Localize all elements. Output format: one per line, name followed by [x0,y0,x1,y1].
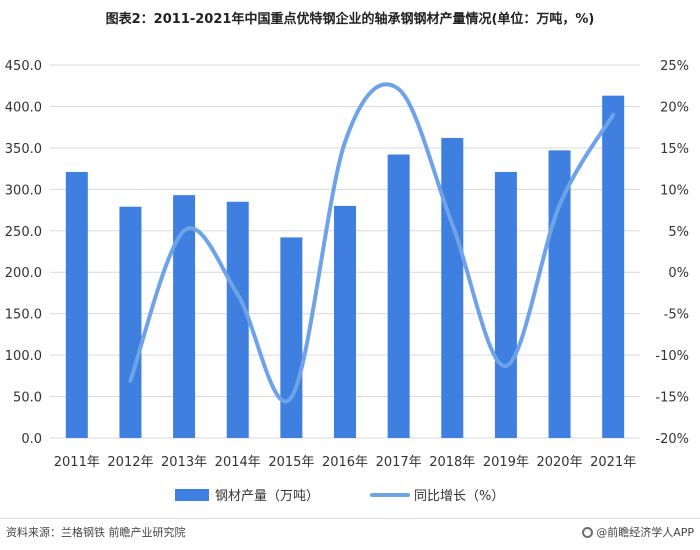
x-tick-label: 2018年 [429,455,475,470]
legend-line-label: 同比增长（%） [414,489,504,504]
growth-line [128,82,616,404]
x-tick-label: 2016年 [322,455,368,470]
right-tick-label: 20% [660,100,689,115]
bar-line-chart: 0.0 50.0 100.0 150.0 200.0 250.0 300.0 350.0 400… [5,59,689,504]
left-tick-label: 450.0 [5,59,42,74]
left-axis-ticks: 0.0 50.0 100.0 150.0 200.0 250.0 300.0 350.0 400… [5,59,42,447]
x-axis-ticks: 2011年 2012年 2013年 2014年 2015年 2016年 2017年 2018年… [54,455,636,470]
bar [602,95,625,439]
right-tick-label: -15% [655,391,689,406]
x-tick-label: 2017年 [376,455,422,470]
bar [334,205,356,438]
legend-bar-swatch [175,489,209,501]
bar-series [65,95,625,439]
right-tick-label: 15% [660,142,689,157]
bar [65,171,88,438]
x-tick-label: 2015年 [268,455,314,470]
right-tick-label: 0% [668,266,689,281]
left-tick-label: 50.0 [13,391,42,406]
right-tick-label: 25% [660,59,689,74]
right-axis-ticks: -20% -15% -10% -5% 0% 5% 10% 15% 20% 25% [655,59,689,447]
legend-bar-label: 钢材产量（万吨） [215,489,319,504]
legend: 钢材产量（万吨） 同比增长（%） [175,489,504,504]
x-tick-label: 2011年 [54,455,100,470]
bar [387,154,410,438]
left-tick-label: 400.0 [5,100,42,115]
bar [280,237,303,438]
left-tick-label: 350.0 [5,142,42,157]
left-tick-label: 100.0 [5,349,42,364]
bar [494,171,517,438]
bar [173,195,196,438]
left-tick-label: 150.0 [5,308,42,323]
right-tick-label: 5% [668,225,689,240]
chart-title: 图表2：2011-2021年中国重点优特钢企业的轴承钢钢材产量情况(单位：万吨，… [105,12,595,27]
left-tick-label: 300.0 [5,183,42,198]
x-tick-label: 2014年 [215,455,261,470]
source-note: 资料来源：兰格钢铁 前瞻产业研究院 [6,526,186,539]
x-tick-label: 2019年 [483,455,529,470]
bar [548,150,571,438]
bar [119,206,142,438]
bar [441,137,464,439]
footer-divider [0,518,700,519]
bar [226,201,249,438]
x-tick-label: 2013年 [161,455,207,470]
x-tick-label: 2012年 [107,455,153,470]
left-tick-label: 200.0 [5,266,42,281]
x-tick-label: 2021年 [590,455,636,470]
right-tick-label: -5% [664,308,689,323]
brand-credit: @前瞻经济学人APP [582,524,694,540]
x-tick-label: 2020年 [536,455,582,470]
right-tick-label: -10% [655,349,689,364]
brand-logo-icon [582,526,594,538]
right-tick-label: -20% [655,432,689,447]
left-tick-label: 0.0 [21,432,42,447]
brand-text: @前瞻经济学人APP [596,526,694,539]
left-tick-label: 250.0 [5,225,42,240]
right-tick-label: 10% [660,183,689,198]
